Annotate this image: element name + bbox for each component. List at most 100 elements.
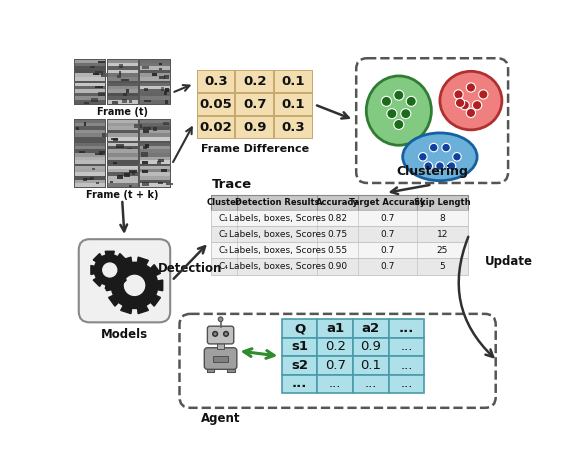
Bar: [95, 70, 103, 75]
Bar: [139, 93, 170, 96]
Text: 0.3: 0.3: [282, 121, 305, 134]
FancyBboxPatch shape: [204, 348, 237, 370]
Bar: [143, 146, 147, 149]
Bar: [107, 160, 137, 164]
Bar: [123, 93, 127, 96]
Bar: [213, 356, 228, 363]
Bar: [139, 89, 170, 93]
Circle shape: [473, 101, 482, 110]
Bar: [139, 160, 170, 164]
Bar: [74, 133, 105, 137]
Text: C₂: C₂: [219, 230, 228, 239]
Bar: [282, 338, 318, 356]
Bar: [74, 93, 105, 96]
Text: Labels, boxes, Scores: Labels, boxes, Scores: [229, 246, 325, 255]
Text: 12: 12: [437, 230, 448, 239]
Bar: [107, 142, 137, 164]
Bar: [99, 151, 105, 155]
Bar: [318, 356, 353, 375]
Bar: [161, 169, 166, 172]
Bar: [139, 146, 170, 149]
Text: Models: Models: [101, 328, 148, 341]
Bar: [139, 149, 170, 153]
Text: Detection: Detection: [158, 262, 223, 275]
FancyBboxPatch shape: [79, 239, 170, 322]
Bar: [152, 73, 157, 76]
Bar: [83, 178, 87, 181]
Text: 0.75: 0.75: [328, 230, 348, 239]
Bar: [95, 153, 103, 155]
Circle shape: [124, 275, 145, 295]
Bar: [141, 152, 148, 157]
Bar: [153, 127, 157, 130]
Bar: [107, 82, 137, 103]
Bar: [111, 138, 118, 140]
Circle shape: [456, 98, 465, 108]
Bar: [135, 124, 142, 128]
Bar: [107, 66, 137, 70]
Text: 0.1: 0.1: [361, 359, 382, 372]
Bar: [139, 153, 170, 157]
Bar: [98, 91, 106, 96]
Text: 0.7: 0.7: [380, 230, 394, 239]
Text: 0.82: 0.82: [328, 213, 348, 222]
Text: ...: ...: [400, 341, 413, 354]
Circle shape: [103, 263, 117, 277]
Bar: [139, 96, 170, 100]
Text: 5: 5: [440, 262, 445, 271]
Ellipse shape: [440, 71, 502, 130]
Bar: [74, 172, 105, 176]
Bar: [107, 119, 137, 123]
Bar: [139, 130, 170, 133]
Bar: [282, 375, 318, 393]
Bar: [197, 70, 313, 139]
Bar: [144, 89, 148, 91]
FancyArrowPatch shape: [459, 237, 493, 357]
Circle shape: [406, 96, 416, 106]
Bar: [139, 66, 170, 70]
Bar: [107, 119, 137, 141]
Polygon shape: [106, 280, 112, 291]
FancyBboxPatch shape: [207, 326, 234, 344]
Polygon shape: [151, 295, 161, 306]
Polygon shape: [137, 306, 148, 314]
Bar: [389, 375, 424, 393]
Bar: [74, 123, 105, 126]
Bar: [129, 185, 132, 188]
Bar: [139, 59, 170, 81]
Bar: [74, 66, 105, 70]
Bar: [74, 70, 105, 73]
Bar: [158, 68, 162, 70]
Circle shape: [212, 331, 218, 337]
Bar: [107, 123, 137, 126]
Bar: [130, 100, 132, 103]
Text: Accuracy: Accuracy: [316, 198, 359, 207]
Bar: [389, 356, 424, 375]
Bar: [217, 343, 224, 350]
Text: 0.9: 0.9: [361, 341, 381, 354]
Text: Labels, boxes, Scores: Labels, boxes, Scores: [229, 230, 325, 239]
Circle shape: [401, 109, 411, 119]
Ellipse shape: [366, 76, 431, 145]
Bar: [139, 142, 170, 164]
Bar: [211, 210, 468, 226]
Circle shape: [394, 119, 404, 130]
Bar: [139, 133, 170, 137]
Bar: [132, 171, 135, 175]
Circle shape: [224, 332, 228, 336]
Text: a1: a1: [326, 322, 344, 335]
Bar: [163, 122, 169, 125]
Bar: [159, 62, 162, 65]
Bar: [107, 172, 137, 176]
Bar: [389, 338, 424, 356]
Bar: [107, 130, 137, 133]
Circle shape: [424, 162, 433, 170]
Bar: [107, 89, 137, 93]
Bar: [74, 157, 105, 160]
Bar: [165, 89, 169, 92]
Bar: [318, 319, 353, 338]
Text: Agent: Agent: [201, 412, 240, 425]
Bar: [74, 142, 105, 164]
Bar: [107, 179, 137, 183]
Circle shape: [454, 90, 463, 99]
